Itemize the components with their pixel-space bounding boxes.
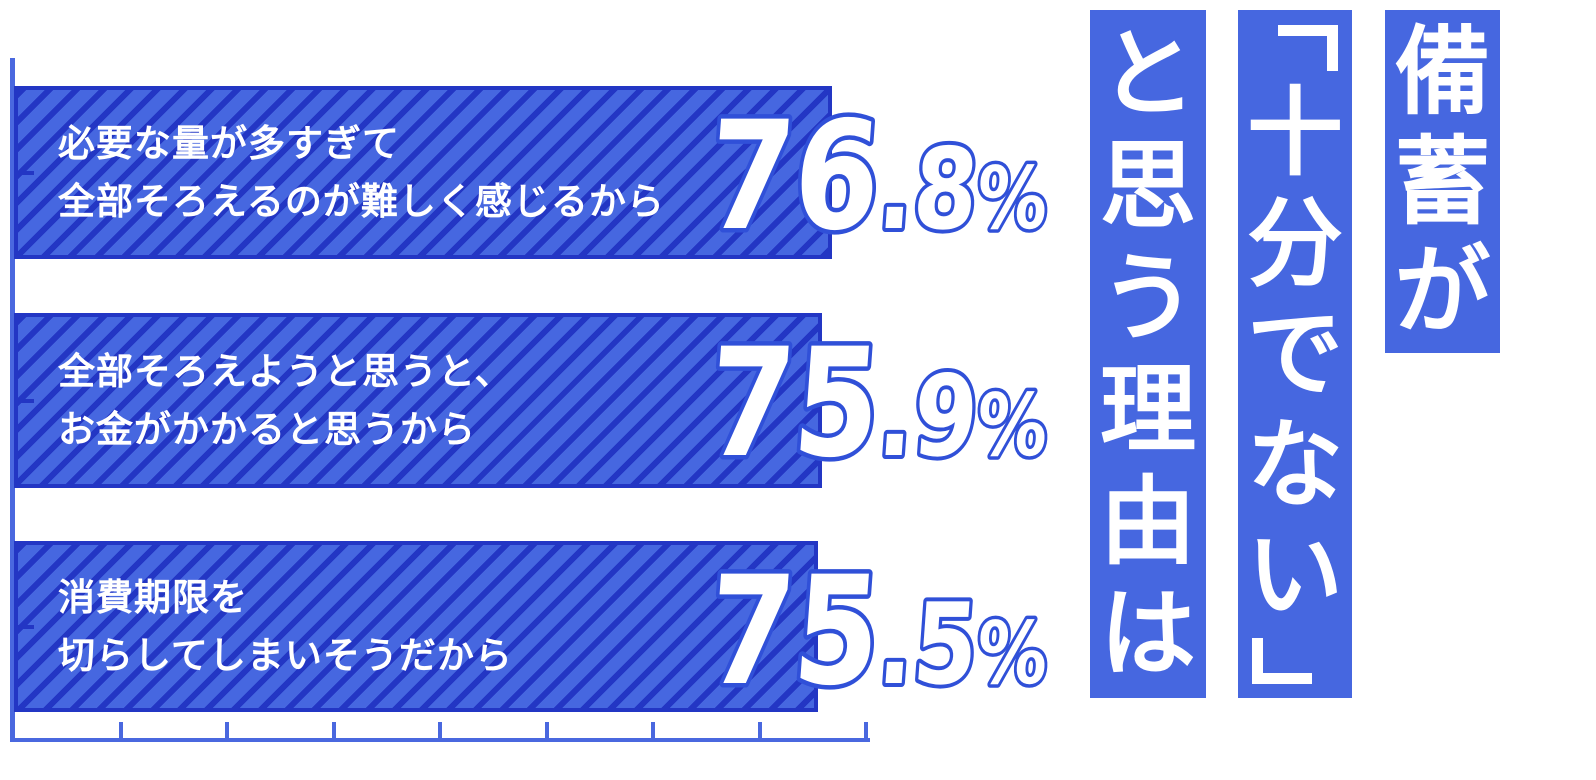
value-label: 75.5%: [698, 540, 1055, 723]
bar-category-line: 消費期限を: [58, 576, 248, 620]
value-label: 76.8%: [698, 85, 1055, 268]
bar-category-line: 全部そろえるのが難しく感じるから: [58, 179, 665, 223]
x-axis-tick: [757, 722, 762, 739]
bar-category-line: お金がかかると思うから: [58, 407, 476, 451]
bar-category-line: 全部そろえようと思うと、: [58, 350, 513, 394]
title-char: 蓄: [1394, 125, 1491, 238]
x-axis-line: [10, 738, 870, 742]
title-char: で: [1247, 298, 1343, 410]
bar-category-label: 必要な量が多すぎて 全部そろえるのが難しく感じるから: [18, 115, 665, 230]
bar-row: 消費期限を 切らしてしまいそうだから 75.5%: [14, 540, 1094, 723]
title-char: う: [1100, 242, 1196, 354]
bar: 消費期限を 切らしてしまいそうだから: [14, 541, 819, 712]
x-axis-tick: [118, 722, 123, 739]
x-axis-tick: [225, 722, 229, 739]
y-axis-tick: [15, 398, 34, 403]
title-char: と: [1100, 18, 1196, 130]
bar: 必要な量が多すぎて 全部そろえるのが難しく感じるから: [14, 86, 832, 259]
bar-row: 必要な量が多すぎて 全部そろえるのが難しく感じるから 76.8%: [14, 85, 1094, 268]
title-char: が: [1394, 235, 1491, 348]
title-char: は: [1100, 578, 1196, 690]
svg-text:75.9%: 75.9%: [702, 316, 1055, 491]
open-corner-bracket: [1278, 24, 1338, 71]
x-axis-tick: [651, 722, 655, 739]
value-label: 75.9%: [698, 312, 1055, 495]
bar-category-line: 必要な量が多すぎて: [58, 122, 400, 166]
title-char: 理: [1100, 354, 1196, 466]
bar-category-line: 切らしてしまいそうだから: [58, 633, 513, 677]
title-char: 分: [1247, 187, 1343, 300]
y-axis-tick: [15, 170, 34, 175]
bar-category-label: 全部そろえようと思うと、 お金がかかると思うから: [18, 343, 513, 458]
title-segment-1: 備蓄が: [1385, 10, 1500, 353]
title-char: な: [1247, 408, 1343, 521]
svg-text:75.5%: 75.5%: [702, 544, 1055, 719]
title-char: い: [1247, 519, 1343, 631]
title-segment-2: 十分でない: [1238, 10, 1352, 698]
x-axis-tick: [864, 722, 868, 739]
x-axis-tick: [438, 722, 442, 739]
bar-row: 全部そろえようと思うと、 お金がかかると思うから 75.9%: [14, 312, 1094, 495]
svg-text:76.8%: 76.8%: [702, 89, 1055, 264]
bar: 全部そろえようと思うと、 お金がかかると思うから: [14, 313, 823, 488]
title-segment-3: と思う理由は: [1090, 10, 1206, 698]
x-axis-tick: [331, 722, 336, 739]
y-axis-tick: [15, 624, 34, 629]
title-char: 十: [1247, 77, 1343, 189]
bar-category-label: 消費期限を 切らしてしまいそうだから: [18, 569, 513, 684]
y-axis-line: [10, 58, 15, 742]
title-char: 思: [1100, 130, 1196, 242]
close-corner-bracket: [1252, 637, 1312, 684]
title-char: 備: [1394, 15, 1491, 128]
title-char: 由: [1100, 466, 1196, 578]
x-axis-tick: [544, 722, 549, 739]
